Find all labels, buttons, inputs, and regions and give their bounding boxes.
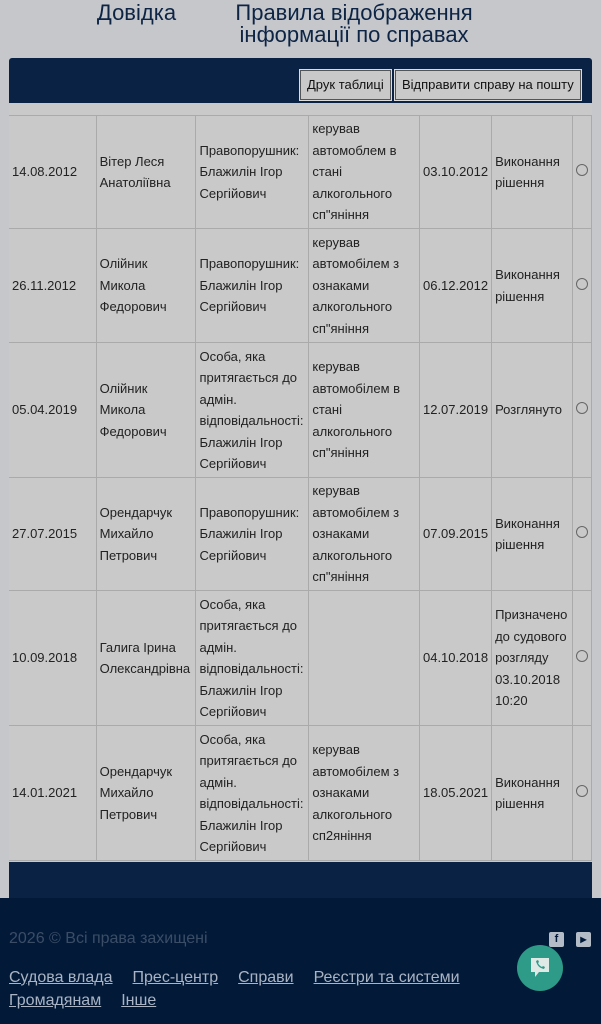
cell-desc: керував автомобілем з ознаками алкогольн… <box>308 228 420 343</box>
facebook-icon[interactable]: f <box>549 932 564 947</box>
row-select-cell <box>571 342 592 478</box>
cell-date: 14.01.2021 <box>9 725 97 861</box>
cell-judge: Галига Ірина Олександрівна <box>95 590 197 726</box>
cell-status: Виконання рішення <box>491 228 573 343</box>
cell-desc: керував автомоблем в стані алкогольного … <box>308 115 420 229</box>
cell-date2: 04.10.2018 <box>418 590 493 726</box>
cell-party: Особа, яка притягається до адмін. відпов… <box>195 342 310 478</box>
copyright: 2026 © Всі права захищені <box>9 930 208 947</box>
cell-date: 05.04.2019 <box>9 342 97 478</box>
footer-link[interactable]: Реєстри та системи <box>313 969 460 986</box>
table-row: 27.07.2015 Орендарчук Михайло Петрович Пра… <box>9 477 592 591</box>
cell-date: 10.09.2018 <box>9 590 97 726</box>
cell-desc: керував автомобілем з ознаками алкогольн… <box>308 477 420 591</box>
row-radio[interactable] <box>575 785 588 798</box>
cell-desc: керував автомобілем з ознаками алкогольн… <box>308 725 420 861</box>
print-table-button[interactable]: Друк таблиці <box>300 70 391 100</box>
cell-date2: 03.10.2012 <box>418 115 493 229</box>
footer-link[interactable]: Судова влада <box>9 969 113 986</box>
footer-link[interactable]: Громадянам <box>9 992 102 1009</box>
cell-party: Правопорушник: Блажилін Ігор Сергійович <box>195 477 310 591</box>
cell-status: Виконання рішення <box>491 115 573 229</box>
cell-date: 26.11.2012 <box>9 228 97 343</box>
row-select-cell <box>571 590 592 726</box>
cases-table: 14.08.2012 Вітер Леся Анатоліївна Правопор… <box>9 103 592 863</box>
row-radio[interactable] <box>575 277 588 290</box>
row-select-cell <box>571 725 592 861</box>
row-radio[interactable] <box>575 402 588 415</box>
footer-links: Судова влада Прес-центр Справи Реєстри та с… <box>9 966 509 1012</box>
cell-judge: Олійник Микола Федорович <box>95 342 197 478</box>
table-row: 10.09.2018 Галига Ірина Олександрівна Особ… <box>9 590 592 726</box>
row-select-cell <box>571 115 592 229</box>
cell-date: 27.07.2015 <box>9 477 97 591</box>
table-row: 14.08.2012 Вітер Леся Анатоліївна Правопор… <box>9 115 592 229</box>
cell-status: Розглянуто <box>491 342 573 478</box>
cell-status: Виконання рішення <box>491 725 573 861</box>
cell-date: 14.08.2012 <box>9 115 97 229</box>
cell-date2: 07.09.2015 <box>418 477 493 591</box>
send-email-button[interactable]: Відправити справу на пошту <box>395 70 581 100</box>
youtube-icon[interactable]: ▶ <box>576 932 591 947</box>
cell-party: Правопорушник: Блажилін Ігор Сергійович <box>195 115 310 229</box>
cell-status: Виконання рішення <box>491 477 573 591</box>
table-row: 14.01.2021 Орендарчук Михайло Петрович Осо… <box>9 725 592 861</box>
table-row: 05.04.2019 Олійник Микола Федорович Особа,… <box>9 342 592 478</box>
footer-link[interactable]: Справи <box>238 969 294 986</box>
cell-date2: 18.05.2021 <box>418 725 493 861</box>
row-radio[interactable] <box>575 526 588 539</box>
cell-party: Особа, яка притягається до адмін. відпов… <box>195 590 310 726</box>
row-radio[interactable] <box>575 650 588 663</box>
phone-chat-icon[interactable] <box>517 945 563 991</box>
rules-link[interactable]: Правила відображення інформації по справ… <box>235 0 473 47</box>
cell-judge: Орендарчук Михайло Петрович <box>95 725 197 861</box>
cell-date2: 12.07.2019 <box>418 342 493 478</box>
cell-judge: Вітер Леся Анатоліївна <box>95 115 197 229</box>
cell-party: Правопорушник: Блажилін Ігор Сергійович <box>195 228 310 343</box>
row-select-cell <box>571 228 592 343</box>
table-footer-bar <box>9 862 592 902</box>
cell-desc <box>308 590 420 726</box>
table-row: 26.11.2012 Олійник Микола Федорович Правоп… <box>9 228 592 343</box>
cell-party: Особа, яка притягається до адмін. відпов… <box>195 725 310 861</box>
footer: 2026 © Всі права захищені Судова влада Пр… <box>0 898 601 1024</box>
cell-desc: керував автомобілем в стані алкогольного… <box>308 342 420 478</box>
cell-status: Призначено до судового розгляду 03.10.20… <box>491 590 573 726</box>
page-title: Довідка Правила відображення інформації п… <box>0 2 601 46</box>
cell-date2: 06.12.2012 <box>418 228 493 343</box>
help-link[interactable]: Довідка <box>96 0 177 25</box>
row-radio[interactable] <box>575 164 588 177</box>
cell-judge: Орендарчук Михайло Петрович <box>95 477 197 591</box>
footer-link[interactable]: Інше <box>121 992 157 1009</box>
cell-judge: Олійник Микола Федорович <box>95 228 197 343</box>
row-select-cell <box>571 477 592 591</box>
footer-link[interactable]: Прес-центр <box>132 969 219 986</box>
